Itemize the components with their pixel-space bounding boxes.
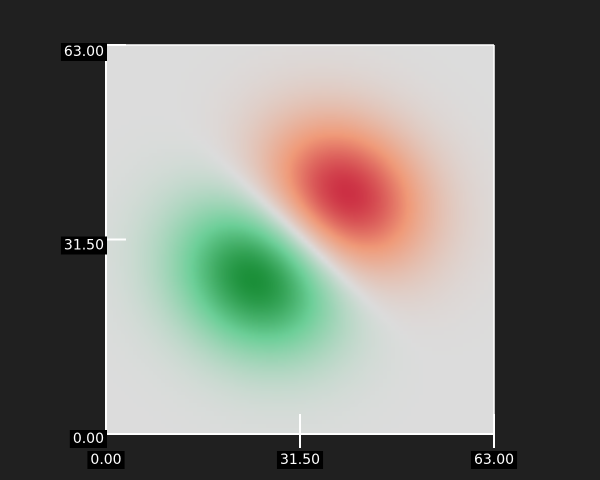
y-tick-label-bg (60, 43, 107, 61)
x-tick-label-text: 63.00 (474, 452, 514, 468)
heatmap-cells (106, 45, 494, 434)
y-tick-label-bg (60, 236, 107, 255)
x-tick-label: 0.00 (87, 451, 125, 469)
y-tick-label-text: 63.00 (64, 44, 104, 60)
axes: 0.00 31.50 63.00 0.00 31.50 63.00 (60, 43, 518, 469)
y-tick-label: 0.00 (69, 430, 107, 448)
x-tick-label-text: 0.00 (90, 452, 121, 468)
x-tick-label: 31.50 (276, 451, 324, 469)
x-tick-label: 63.00 (470, 451, 518, 469)
heatmap-plot-area (106, 45, 494, 434)
x-tick-label-bg (470, 451, 518, 469)
y-tick-label-text: 0.00 (73, 431, 104, 447)
y-tick-label-text: 31.50 (64, 238, 104, 254)
y-tick-label: 63.00 (60, 43, 107, 61)
y-tick-label-bg (69, 430, 107, 448)
y-tick-label: 31.50 (60, 236, 107, 255)
x-tick-label-bg (87, 451, 125, 469)
x-tick-label-bg (276, 451, 324, 469)
x-tick-label-text: 31.50 (280, 452, 320, 468)
